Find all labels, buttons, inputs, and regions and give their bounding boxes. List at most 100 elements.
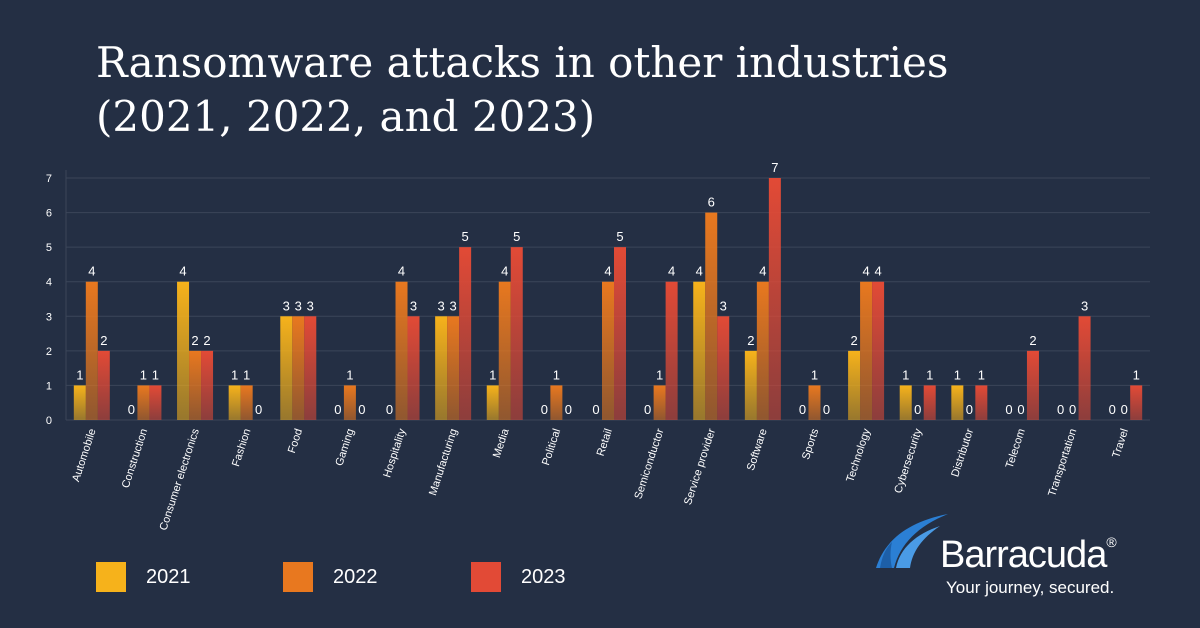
bar-2023-manufacturing: [459, 247, 472, 420]
x-tick-label: Software: [745, 427, 770, 472]
data-label: 1: [954, 367, 961, 382]
data-label: 2: [191, 333, 198, 348]
data-label: 1: [346, 367, 353, 382]
bar-2022-hospitality: [395, 281, 408, 420]
data-label: 0: [799, 402, 806, 417]
data-label: 0: [255, 402, 262, 417]
data-label: 1: [140, 367, 147, 382]
data-label: 1: [231, 367, 238, 382]
bar-2023-media: [510, 247, 523, 420]
data-label: 3: [720, 298, 727, 313]
x-tick-label: Telecom: [1004, 427, 1028, 470]
legend-swatch-2022: [283, 562, 313, 592]
data-label: 1: [76, 367, 83, 382]
bar-2023-distributor: [975, 385, 988, 420]
legend-label-2023: 2023: [521, 566, 566, 588]
y-tick-label: 3: [46, 311, 52, 323]
bar-2022-media: [498, 281, 511, 420]
wave-icon: [876, 514, 948, 568]
legend-label-2022: 2022: [333, 566, 378, 588]
data-label: 0: [644, 402, 651, 417]
chart-title-line-2: (2021, 2022, and 2023): [96, 92, 596, 141]
bar-2021-media: [486, 385, 499, 420]
data-label: 0: [541, 402, 548, 417]
bar-2021-manufacturing: [435, 316, 448, 420]
data-label: 0: [358, 402, 365, 417]
data-label: 0: [334, 402, 341, 417]
bar-2023-travel: [1130, 385, 1143, 420]
x-tick-label: Construction: [120, 427, 150, 489]
data-label: 1: [553, 367, 560, 382]
x-tick-label: Distributor: [949, 427, 976, 479]
y-tick-label: 5: [46, 242, 52, 254]
x-tick-label: Retail: [595, 427, 615, 457]
data-label: 2: [1029, 333, 1036, 348]
bar-2023-hospitality: [407, 316, 420, 420]
data-label: 0: [1109, 402, 1116, 417]
x-tick-label: Cybersecurity: [892, 427, 924, 495]
data-label: 0: [386, 402, 393, 417]
bar-2022-gaming: [343, 385, 356, 420]
y-tick-label: 6: [46, 208, 52, 220]
x-tick-label: Gaming: [333, 427, 356, 467]
bar-2021-fashion: [228, 385, 241, 420]
legend-swatch-2021: [96, 562, 126, 592]
y-tick-label: 1: [46, 380, 52, 392]
bar-2023-technology: [872, 281, 885, 420]
bar-2022-automobile: [85, 281, 98, 420]
bar-2023-cybersecurity: [923, 385, 936, 420]
bar-2022-consumer-electronics: [189, 350, 202, 420]
bar-2023-service-provider: [717, 316, 730, 420]
data-label: 4: [668, 264, 675, 279]
bar-2021-technology: [848, 350, 861, 420]
data-label: 0: [128, 402, 135, 417]
data-label: 4: [604, 264, 611, 279]
data-label: 4: [862, 264, 869, 279]
bar-2023-software: [768, 178, 781, 420]
bar-2021-cybersecurity: [899, 385, 912, 420]
data-label: 1: [902, 367, 909, 382]
y-tick-label: 2: [46, 346, 52, 358]
data-label: 2: [203, 333, 210, 348]
chart-title: Ransomware attacks in other industries (…: [96, 36, 948, 144]
data-label: 1: [489, 367, 496, 382]
data-label: 4: [88, 264, 95, 279]
data-label: 0: [1121, 402, 1128, 417]
data-label: 1: [926, 367, 933, 382]
bar-2023-transportation: [1078, 316, 1091, 420]
y-tick-label: 0: [46, 415, 52, 427]
x-tick-label: Hospitality: [381, 427, 408, 479]
legend-label-2021: 2021: [146, 566, 191, 588]
logo-tagline: Your journey, secured.: [946, 578, 1115, 597]
chart-title-line-1: Ransomware attacks in other industries: [96, 38, 949, 87]
bar-2022-retail: [602, 281, 614, 420]
data-label: 0: [1017, 402, 1024, 417]
data-label: 0: [1069, 402, 1076, 417]
data-label: 5: [616, 229, 623, 244]
x-tick-label: Media: [491, 426, 512, 459]
data-label: 1: [152, 367, 159, 382]
x-tick-label: Service provider: [682, 427, 718, 507]
x-tick-label: Fashion: [230, 427, 254, 468]
y-tick-label: 7: [46, 173, 52, 185]
data-label: 0: [592, 402, 599, 417]
data-label: 2: [850, 333, 857, 348]
x-tick-label: Manufacturing: [427, 427, 460, 497]
data-label: 4: [398, 264, 405, 279]
bar-2022-service-provider: [705, 212, 718, 420]
data-label: 4: [874, 264, 881, 279]
bar-2021-food: [280, 316, 293, 420]
data-label: 2: [747, 333, 754, 348]
bar-2022-food: [292, 316, 305, 420]
data-label: 0: [823, 402, 830, 417]
x-tick-label: Automobile: [70, 427, 98, 483]
bar-2023-automobile: [97, 350, 110, 420]
legend-swatch-2023: [471, 562, 501, 592]
bars: [73, 178, 1143, 420]
registered-mark: ®: [1106, 534, 1116, 550]
bar-2021-distributor: [951, 385, 964, 420]
data-label: 4: [179, 264, 186, 279]
data-label: 6: [708, 195, 715, 210]
x-tick-label: Technology: [844, 427, 873, 484]
